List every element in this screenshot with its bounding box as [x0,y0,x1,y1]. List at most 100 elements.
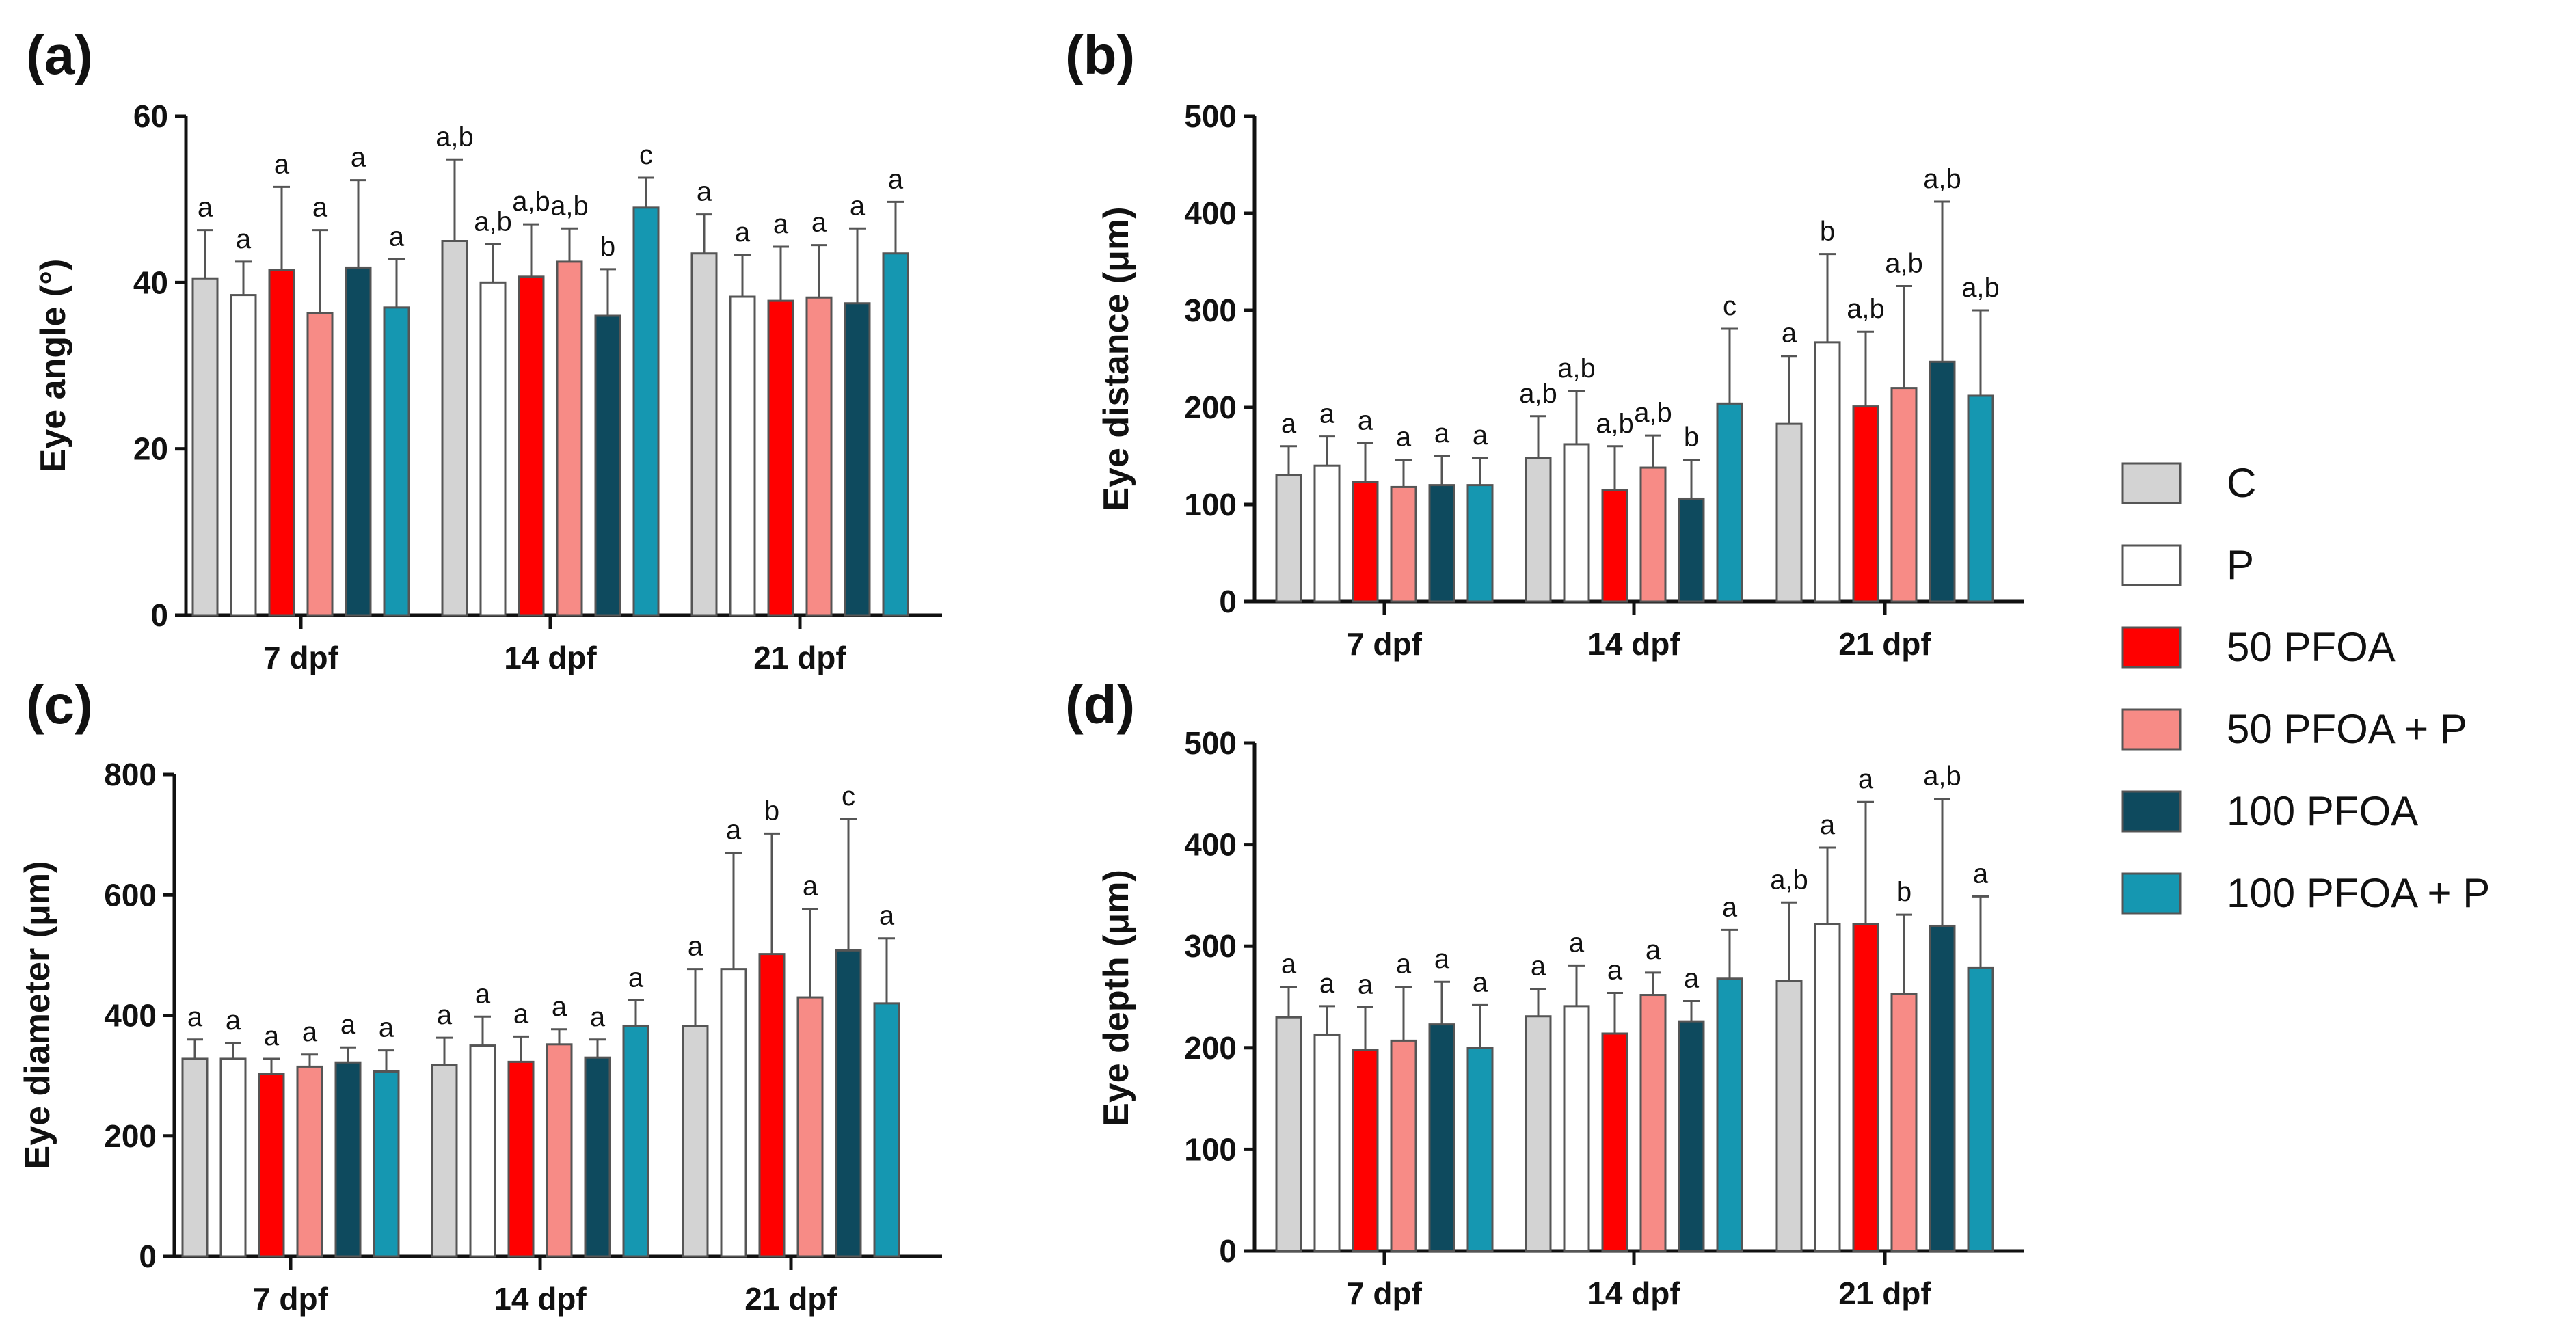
panel-label-b: (b) [1065,25,1135,85]
bar-p-7-dpf [1313,1033,1341,1252]
bar-100-pfoa-p-14-dpf [622,1024,649,1258]
bar-50-pfoa-7-dpf [1352,481,1379,603]
y-axis-label: Eye angle (°) [33,259,73,473]
sig-letter-50-pfoa-7-dpf: a [264,1021,280,1051]
sig-letter-100-pfoa-14-dpf: b [600,232,615,262]
sig-letter-100-pfoa-14-dpf: a [590,1002,606,1032]
bar-50-pfoa-p-21-dpf [796,996,824,1258]
sig-letter-c-21-dpf: a [697,177,712,207]
y-tick-label: 0 [1219,584,1237,619]
sig-letter-50-pfoa-p-21-dpf: a [811,208,827,238]
bar-50-pfoa-14-dpf [507,1060,535,1258]
sig-letter-p-21-dpf: b [1820,217,1835,247]
bar-c-14-dpf [1525,457,1552,603]
bar-50-pfoa-p-7-dpf [306,312,334,617]
sig-letter-p-21-dpf: a [726,815,742,846]
sig-letter-100-pfoa-7-dpf: a [340,1010,356,1040]
bar-50-pfoa-7-dpf [258,1073,285,1258]
y-tick-label: 500 [1184,98,1237,134]
sig-letter-100-pfoa-p-7-dpf: a [379,1013,394,1043]
bar-100-pfoa-p-14-dpf [1716,402,1743,603]
legend-label-c: C [2227,460,2256,506]
bar-p-21-dpf [1814,341,1841,603]
sig-letter-100-pfoa-p-21-dpf: a [888,164,904,194]
sig-letter-100-pfoa-7-dpf: a [1434,418,1450,448]
bar-100-pfoa-7-dpf [345,266,372,617]
bar-50-pfoa-14-dpf [1601,489,1628,603]
y-tick-label: 800 [104,757,157,792]
x-tick-label: 14 dpf [504,640,597,675]
bar-100-pfoa-p-14-dpf [632,206,660,617]
bar-c-14-dpf [441,240,468,617]
sig-letter-p-7-dpf: a [1319,399,1335,429]
bar-p-7-dpf [219,1057,247,1258]
bar-100-pfoa-21-dpf [1929,360,1956,603]
sig-letter-50-pfoa-p-21-dpf: a,b [1885,249,1923,279]
sig-letter-c-7-dpf: a [198,193,213,223]
legend-swatch-50-pfoa-p [2121,708,2182,751]
panel-c: (c) 0 200 400 600 800 Eye diameter (μm) 7 dpf 1… [18,674,942,1317]
x-tick-label: 7 dpf [1347,626,1423,662]
sig-letter-100-pfoa-p-14-dpf: a [1722,892,1738,922]
bar-100-pfoa-7-dpf [334,1061,362,1258]
sig-letter-50-pfoa-p-14-dpf: a [1646,935,1661,965]
x-tick-label: 21 dpf [1838,626,1931,662]
bar-100-pfoa-14-dpf [584,1056,611,1258]
legend-swatch-50-pfoa [2121,626,2182,669]
sig-letter-100-pfoa-21-dpf: c [842,781,855,811]
bar-50-pfoa-p-21-dpf [1890,387,1918,603]
sig-letter-100-pfoa-p-14-dpf: c [639,140,653,170]
sig-letter-p-14-dpf: a [475,979,491,1009]
y-axis-label: Eye distance (μm) [1097,206,1136,511]
sig-letter-50-pfoa-14-dpf: a,b [512,187,550,217]
bar-50-pfoa-p-14-dpf [1639,994,1667,1252]
x-tick-label: 14 dpf [494,1281,587,1317]
sig-letter-100-pfoa-p-7-dpf: a [389,221,405,252]
legend-swatch-c [2121,462,2182,504]
bar-50-pfoa-14-dpf [518,275,545,617]
bar-100-pfoa-p-7-dpf [1466,1047,1494,1252]
bar-c-7-dpf [181,1057,209,1258]
sig-letter-50-pfoa-14-dpf: a [1607,956,1623,986]
legend-swatch-100-pfoa-p [2121,872,2182,915]
y-tick-label: 20 [133,431,168,467]
sig-letter-50-pfoa-21-dpf: a [773,209,789,239]
panel-label-c: (c) [26,674,93,735]
legend-label-50-pfoa: 50 PFOA [2227,624,2396,670]
y-tick-label: 300 [1184,928,1237,964]
sig-letter-50-pfoa-p-14-dpf: a [552,992,567,1022]
bar-100-pfoa-p-7-dpf [1466,484,1494,603]
bar-100-pfoa-21-dpf [844,302,871,617]
bar-100-pfoa-21-dpf [835,949,862,1258]
sig-letter-100-pfoa-p-21-dpf: a,b [1961,273,2000,303]
bar-c-21-dpf [682,1025,709,1258]
sig-letter-p-7-dpf: a [1319,969,1335,999]
bar-100-pfoa-14-dpf [1678,497,1705,603]
x-tick-label: 21 dpf [744,1281,837,1317]
sig-letter-50-pfoa-p-7-dpf: a [312,193,328,223]
sig-letter-50-pfoa-21-dpf: a,b [1847,294,1885,324]
bar-100-pfoa-14-dpf [594,314,621,617]
sig-letter-p-21-dpf: a [735,217,751,247]
bar-c-7-dpf [191,277,219,617]
x-tick-label: 21 dpf [1838,1276,1931,1311]
sig-letter-50-pfoa-21-dpf: a [1858,764,1874,794]
bar-c-7-dpf [1275,474,1302,603]
sig-letter-50-pfoa-p-21-dpf: a [803,872,818,902]
sig-letter-50-pfoa-p-21-dpf: b [1896,877,1911,907]
sig-letter-c-14-dpf: a,b [1519,379,1557,409]
sig-letter-p-14-dpf: a,b [1557,353,1596,383]
sig-letter-100-pfoa-p-7-dpf: a [1473,967,1488,997]
sig-letter-100-pfoa-p-21-dpf: a [879,901,895,931]
y-tick-label: 400 [1184,827,1237,863]
sig-letter-p-21-dpf: a [1820,810,1836,840]
bar-100-pfoa-7-dpf [1428,484,1455,603]
bar-p-21-dpf [729,295,756,617]
y-tick-label: 60 [133,98,168,134]
panel-b: (b) 0 100 200 300 400 500 Eye distance (μm) 7 d… [1065,25,2024,662]
sig-letter-c-14-dpf: a [437,1000,453,1030]
y-axis-label: Eye diameter (μm) [18,861,57,1170]
bar-100-pfoa-p-7-dpf [373,1070,400,1258]
panel-a: (a) 0 20 40 60 Eye angle (°) 7 dpf 14 dpf 21 dp… [26,25,942,675]
bar-50-pfoa-p-14-dpf [546,1043,573,1258]
